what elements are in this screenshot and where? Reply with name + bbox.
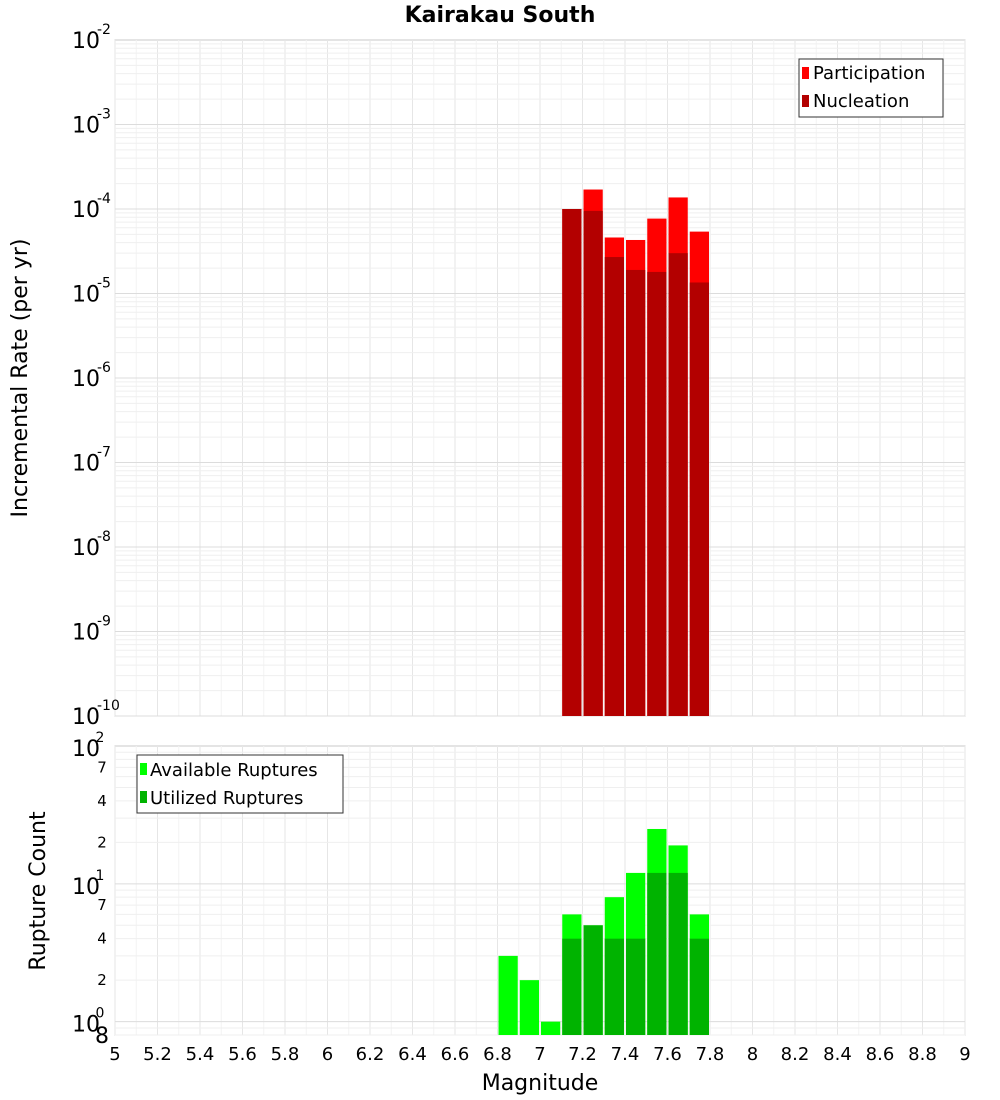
top-legend: Participation Nucleation [798, 58, 944, 118]
x-tick-label: 5 [109, 1044, 120, 1065]
legend-participation-label: Participation [813, 63, 925, 84]
bottom-y-tick-label: 8 [95, 1024, 109, 1049]
top-y-axis-label: Incremental Rate (per yr) [8, 239, 33, 518]
x-tick-label: 7.2 [568, 1044, 597, 1065]
top-y-tick-base: 10 [72, 114, 100, 139]
top-y-tick-base: 10 [72, 283, 100, 308]
top-y-tick-exponent: -6 [97, 360, 111, 376]
x-tick-label: 8 [747, 1044, 758, 1065]
top-nucleation-bar [689, 282, 709, 716]
x-tick-label: 5.6 [228, 1044, 257, 1065]
x-tick-label: 6.8 [483, 1044, 512, 1065]
x-tick-label: 7.4 [611, 1044, 640, 1065]
x-tick-label: 9 [959, 1044, 970, 1065]
bottom-utilized-ruptures-bar [626, 938, 646, 1035]
legend-utilized-label: Utilized Ruptures [150, 788, 303, 809]
top-legend-box [798, 58, 944, 118]
x-tick-label: 5.4 [186, 1044, 215, 1065]
top-y-tick-exponent: -10 [97, 698, 120, 714]
top-y-tick-exponent: -5 [97, 276, 111, 292]
top-y-tick-base: 10 [72, 621, 100, 646]
x-tick-label: 7.6 [653, 1044, 682, 1065]
top-nucleation-bar [604, 257, 624, 716]
top-y-tick-exponent: -8 [97, 529, 111, 545]
x-axis-label: Magnitude [482, 1071, 599, 1096]
legend-participation-swatch [802, 67, 809, 79]
x-tick-labels: 5 5.2 5.4 5.6 5.8 6 6.2 6.4 6.6 6.8 7 7.2 7.4 7.6 7.8 8… [109, 1044, 970, 1065]
bottom-y-axis-label: Rupture Count [26, 811, 51, 971]
x-tick-label: 8.6 [866, 1044, 895, 1065]
bottom-legend: Available Ruptures Utilized Ruptures [136, 754, 344, 814]
top-y-tick-exponent: -9 [97, 614, 111, 630]
x-tick-label: 5.2 [143, 1044, 172, 1065]
bottom-y-tick-label: 4 [97, 792, 107, 810]
bottom-utilized-ruptures-bar [583, 925, 603, 1035]
bottom-y-tick-exponent: 2 [96, 730, 105, 746]
top-y-tick-base: 10 [72, 705, 100, 730]
x-tick-label: 6.6 [441, 1044, 470, 1065]
bottom-y-tick-label: 7 [97, 896, 107, 914]
bottom-y-tick-label: 2 [97, 971, 107, 989]
bottom-utilized-ruptures-bar [689, 938, 709, 1035]
bottom-available-ruptures-bar [519, 980, 539, 1035]
top-y-tick-exponent: -3 [97, 107, 111, 123]
top-y-tick-exponent: -4 [97, 191, 111, 207]
bottom-utilized-ruptures-bar [604, 938, 624, 1035]
bottom-legend-box [136, 754, 344, 814]
top-y-tick-base: 10 [72, 29, 100, 54]
bottom-y-tick-label: 4 [97, 930, 107, 948]
x-tick-label: 8.8 [908, 1044, 937, 1065]
x-tick-label: 8.2 [781, 1044, 810, 1065]
bottom-gridlines [114, 746, 966, 1036]
top-gridlines [114, 40, 966, 717]
bottom-y-tick-label: 2 [97, 833, 107, 851]
legend-available-label: Available Ruptures [150, 760, 318, 781]
chart-title: Kairakau South [405, 3, 596, 28]
x-tick-label: 6.4 [398, 1044, 427, 1065]
top-y-tick-base: 10 [72, 367, 100, 392]
x-tick-label: 5.8 [271, 1044, 300, 1065]
legend-nucleation-label: Nucleation [813, 91, 909, 112]
bottom-y-tick-base: 10 [72, 1013, 100, 1038]
x-tick-label: 7.8 [696, 1044, 725, 1065]
legend-nucleation-swatch [802, 95, 809, 107]
top-y-tick-base: 10 [72, 452, 100, 477]
x-tick-label: 6 [322, 1044, 333, 1065]
x-tick-label: 8.4 [823, 1044, 852, 1065]
top-y-tick-base: 10 [72, 198, 100, 223]
top-y-tick-base: 10 [72, 536, 100, 561]
bottom-available-ruptures-bar [541, 1021, 561, 1035]
top-nucleation-bar [562, 209, 582, 716]
bottom-y-tick-label: 7 [97, 758, 107, 776]
top-nucleation-bar [583, 210, 603, 716]
bottom-y-tick-base: 10 [72, 875, 100, 900]
top-nucleation-bar [626, 269, 646, 716]
x-tick-label: 6.2 [356, 1044, 385, 1065]
bottom-utilized-ruptures-bar [562, 938, 582, 1035]
bottom-utilized-ruptures-bar [668, 872, 688, 1035]
top-y-tick-exponent: -2 [97, 22, 111, 38]
top-bars [562, 189, 709, 717]
bottom-utilized-ruptures-bar [647, 872, 667, 1035]
bottom-y-tick-exponent: 0 [96, 1006, 105, 1022]
legend-available-swatch [140, 763, 147, 775]
top-nucleation-bar [647, 271, 667, 716]
x-tick-label: 7 [534, 1044, 545, 1065]
bottom-y-tick-exponent: 1 [96, 868, 105, 884]
top-nucleation-bar [668, 253, 688, 716]
bottom-y-tick-base: 10 [72, 737, 100, 762]
bottom-available-ruptures-bar [498, 955, 518, 1035]
top-y-tick-exponent: -7 [97, 445, 111, 461]
legend-utilized-swatch [140, 791, 147, 803]
bottom-bars [498, 828, 709, 1035]
